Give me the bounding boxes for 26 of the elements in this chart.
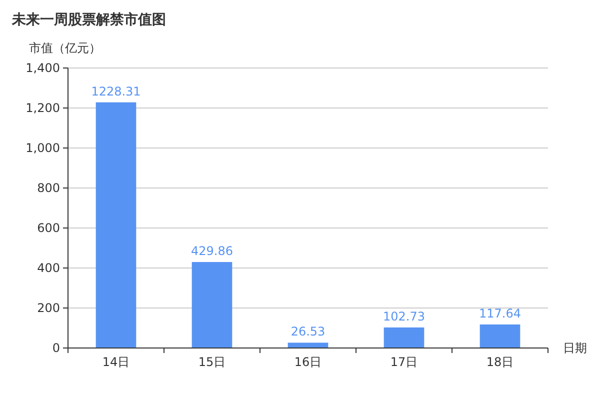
x-tick-label: 14日 [102, 355, 130, 369]
y-tick-label: 600 [37, 221, 60, 235]
y-tick-label: 400 [37, 261, 60, 275]
data-label: 429.86 [191, 244, 233, 258]
y-tick-label: 1,400 [26, 61, 60, 75]
bar [480, 324, 520, 348]
bar [96, 102, 136, 348]
x-tick-label: 18日 [486, 355, 514, 369]
y-tick-label: 0 [52, 341, 60, 355]
y-tick-label: 1,000 [26, 141, 60, 155]
y-tick-label: 200 [37, 301, 60, 315]
bar [192, 262, 232, 348]
y-tick-label: 800 [37, 181, 60, 195]
data-label: 117.64 [479, 306, 521, 320]
data-label: 26.53 [290, 324, 326, 339]
x-axis-title: 日期 [563, 341, 587, 355]
bar [288, 342, 328, 348]
data-label: 1228.31 [91, 84, 141, 98]
bar [384, 327, 424, 348]
y-tick-label: 1,200 [26, 101, 60, 115]
x-tick-label: 17日 [390, 355, 418, 369]
x-tick-label: 16日 [294, 355, 322, 369]
y-axis-title: 市值（亿元） [29, 41, 101, 55]
chart-title: 未来一周股票解禁市值图 [11, 11, 166, 28]
x-tick-label: 15日 [198, 355, 226, 369]
data-label: 102.73 [383, 309, 425, 324]
